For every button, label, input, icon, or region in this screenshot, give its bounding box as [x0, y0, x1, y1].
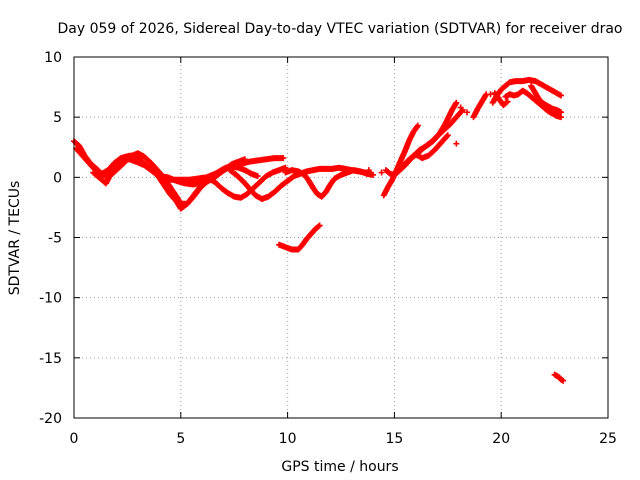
data-point: [370, 171, 377, 178]
data-point: [503, 99, 510, 106]
series-G: [276, 222, 323, 253]
y-tick-label: -15: [39, 351, 62, 367]
data-point-isolated: [365, 167, 372, 174]
y-tick-label: 10: [44, 50, 62, 66]
x-tick-label: 25: [599, 431, 617, 447]
data-point: [453, 99, 460, 106]
data-points: [71, 76, 567, 384]
y-tick-label: 5: [53, 110, 62, 126]
data-point: [241, 156, 248, 163]
y-tick-label: -10: [39, 291, 62, 307]
y-axis-label: SDTVAR / TECUs: [7, 181, 23, 296]
series-P: [491, 90, 511, 109]
tick-labels: 0 5 10 15 20 25 -20 -15 -10 -5 0 5 10: [39, 50, 617, 447]
x-tick-label: 10: [279, 431, 297, 447]
series-L: [470, 91, 490, 121]
series-O: [528, 82, 565, 116]
data-point-isolated: [487, 91, 494, 98]
x-tick-label: 0: [70, 431, 79, 447]
x-tick-label: 20: [492, 431, 510, 447]
data-point: [414, 122, 421, 129]
data-point-isolated: [457, 104, 464, 111]
axis-ticks: [73, 56, 609, 419]
data-point: [316, 222, 323, 229]
data-point-isolated: [464, 109, 471, 116]
x-tick-label: 5: [176, 431, 185, 447]
data-point: [315, 223, 322, 230]
data-point: [280, 155, 287, 162]
data-point-isolated: [378, 169, 385, 176]
y-tick-label: 0: [53, 170, 62, 186]
series-N: [502, 87, 565, 121]
y-tick-label: -5: [48, 231, 62, 247]
data-point: [254, 173, 261, 180]
data-point: [504, 98, 511, 105]
data-point: [560, 377, 567, 384]
data-point: [443, 133, 450, 140]
data-point: [458, 107, 465, 114]
data-point-isolated: [453, 140, 460, 147]
series-K: [399, 132, 451, 170]
x-tick-label: 15: [385, 431, 403, 447]
data-point: [558, 109, 565, 116]
series-Q: [551, 371, 567, 384]
chart-title: Day 059 of 2026, Sidereal Day-to-day VTE…: [57, 21, 622, 37]
data-point: [558, 92, 565, 99]
series-F: [282, 167, 377, 200]
x-axis-label: GPS time / hours: [281, 459, 398, 475]
series-D: [156, 164, 289, 201]
data-point: [444, 132, 451, 139]
y-tick-label: -20: [39, 411, 62, 427]
